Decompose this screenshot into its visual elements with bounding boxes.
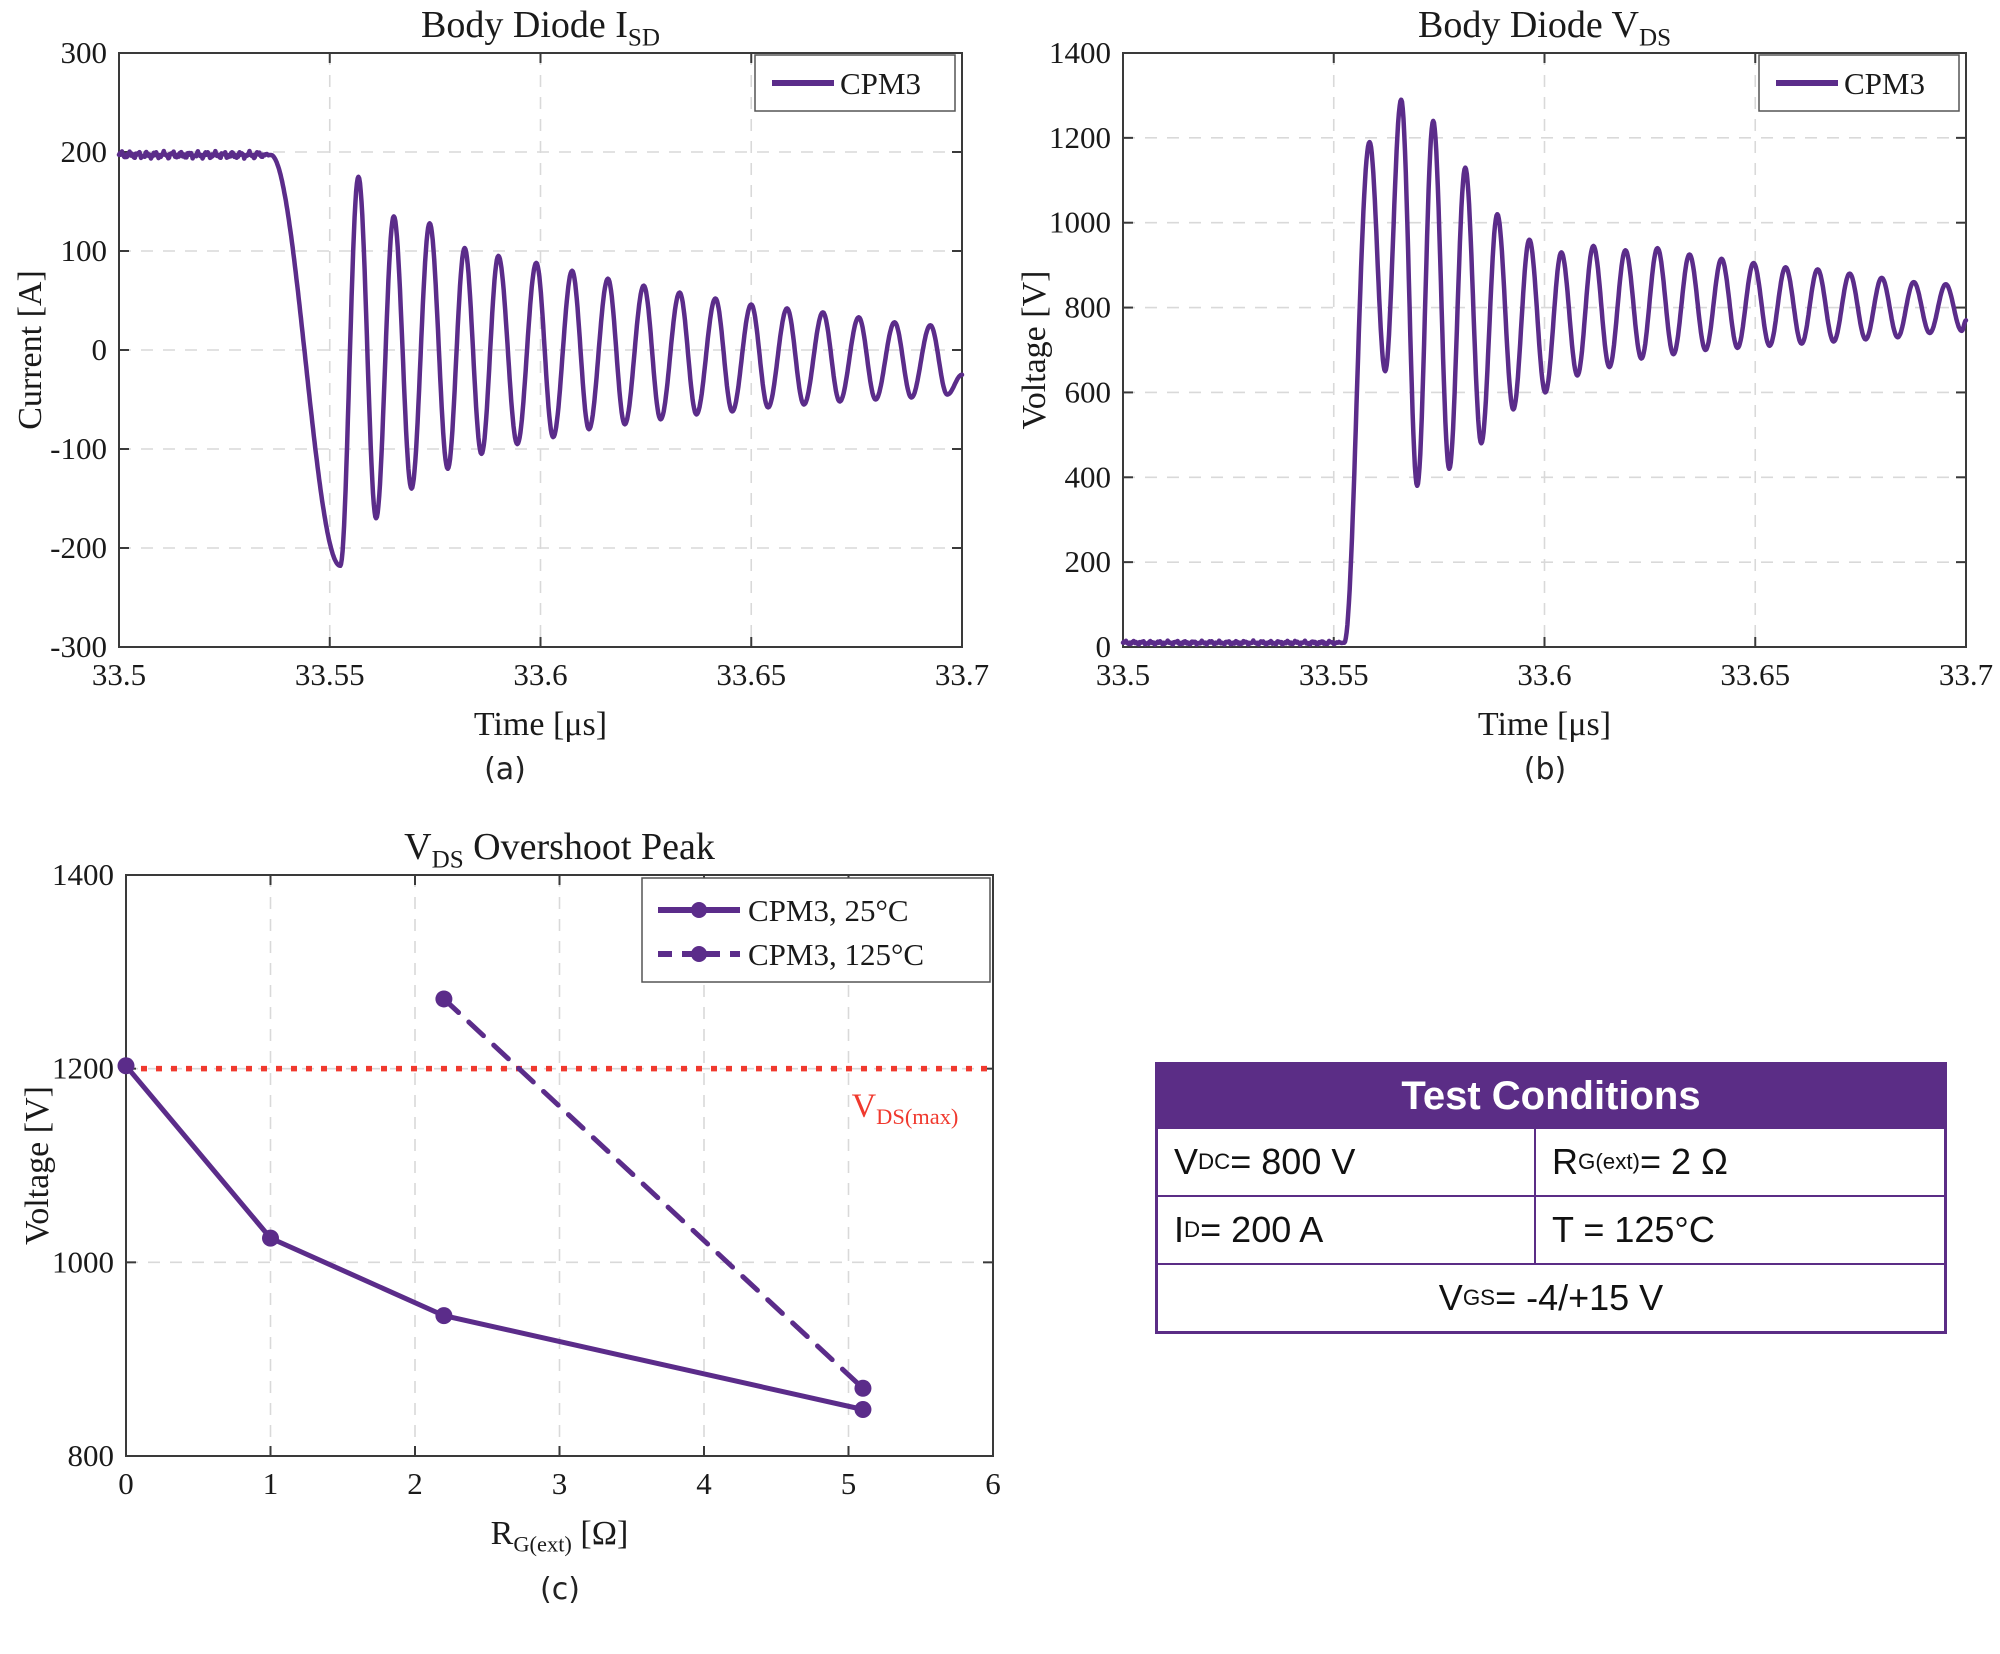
y-axis-label: Current [A] — [12, 270, 49, 430]
table-cell-vgs: V GS = -4/+15 V — [1158, 1263, 1944, 1331]
table-cell-temp: T = 125°C — [1552, 1209, 1715, 1250]
y-tick-label: 200 — [61, 134, 108, 169]
x-tick-label: 2 — [407, 1466, 423, 1501]
data-point-marker — [435, 990, 453, 1008]
legend-label: CPM3 — [1844, 66, 1925, 101]
y-tick-label: -200 — [50, 530, 107, 565]
y-tick-label: 600 — [1065, 374, 1112, 409]
x-tick-label: 33.6 — [513, 657, 567, 692]
table-cell-vdc: V DC = 800 V — [1158, 1129, 1536, 1195]
x-tick-label: 4 — [696, 1466, 712, 1501]
legend: CPM3 — [754, 54, 956, 112]
legend: CPM3, 25°C CPM3, 125°C — [641, 877, 991, 983]
x-tick-label: 33.55 — [1299, 657, 1369, 692]
y-tick-label: 0 — [92, 332, 108, 367]
x-tick-label: 0 — [118, 1466, 134, 1501]
test-conditions-table: Test Conditions V DC = 800 V R G(ext) = 2 … — [1155, 1062, 1947, 1334]
x-tick-label: 33.5 — [92, 657, 146, 692]
legend-label: CPM3, 25°C — [748, 893, 909, 928]
series-line-0 — [123, 1063, 866, 1412]
caption-c: (c) — [540, 1572, 580, 1607]
x-tick-label: 33.65 — [1720, 657, 1790, 692]
legend: CPM3 — [1758, 54, 1960, 112]
x-axis-label: Time [μs] — [474, 706, 607, 743]
y-tick-label: 1000 — [1049, 205, 1111, 240]
table-cell-rgext: R G(ext) = 2 Ω — [1552, 1141, 1728, 1182]
waveform-path — [1120, 97, 1969, 647]
body-diode-vds-chart: 33.5 33.55 33.6 33.65 33.7 0 200 400 600 800 1000 1… — [1016, 4, 1993, 743]
x-axis-label: Time [μs] — [1478, 706, 1611, 743]
x-axis-label: RG(ext) [Ω] — [491, 1515, 629, 1556]
y-tick-label: 100 — [61, 233, 108, 268]
caption-b: (b) — [1523, 752, 1567, 787]
y-tick-label: 1200 — [52, 1051, 114, 1086]
y-tick-label: -300 — [50, 629, 107, 664]
x-tick-label: 33.65 — [716, 657, 786, 692]
y-axis-label: Voltage [V] — [1016, 271, 1053, 430]
x-tick-label: 6 — [985, 1466, 1001, 1501]
y-tick-label: 1000 — [52, 1244, 114, 1279]
legend-box — [641, 877, 991, 983]
x-tick-label: 33.7 — [935, 657, 989, 692]
y-tick-label: 300 — [61, 35, 108, 70]
legend-label: CPM3, 125°C — [748, 937, 924, 972]
legend-label: CPM3 — [840, 66, 921, 101]
chart-title: VDS Overshoot Peak — [404, 830, 715, 873]
y-tick-label: 800 — [68, 1438, 115, 1473]
x-tick-label: 33.55 — [295, 657, 365, 692]
data-point-marker — [117, 1057, 135, 1075]
table-row: V DC = 800 V R G(ext) = 2 Ω — [1158, 1127, 1944, 1195]
x-tick-label: 3 — [552, 1466, 568, 1501]
waveform-path — [116, 148, 965, 569]
data-point-marker — [854, 1379, 872, 1397]
y-axis-label: Voltage [V] — [19, 1086, 56, 1245]
x-tick-label: 1 — [263, 1466, 279, 1501]
body-diode-isd-chart: 33.5 33.55 33.6 33.65 33.7 -300 -200 -100 0 100 20… — [12, 4, 989, 743]
vds-overshoot-peak-chart: 0 1 2 3 4 5 6 800 1000 1200 1400 VDS Overshoot Peak… — [19, 830, 1001, 1556]
data-point-marker — [854, 1401, 872, 1419]
y-tick-label: 200 — [1065, 544, 1112, 579]
y-tick-label: -100 — [50, 431, 107, 466]
y-tick-label: 800 — [1065, 290, 1112, 325]
y-tick-label: 400 — [1065, 459, 1112, 494]
data-point-marker — [435, 1307, 453, 1325]
limit-line-label: VDS(max) — [852, 1088, 959, 1129]
y-tick-label: 1400 — [1049, 35, 1111, 70]
y-tick-label: 1200 — [1049, 120, 1111, 155]
x-tick-label: 33.5 — [1096, 657, 1150, 692]
legend-marker-sample — [691, 902, 707, 918]
data-point-marker — [262, 1229, 279, 1247]
caption-a: (a) — [484, 752, 526, 787]
table-title: Test Conditions — [1158, 1065, 1944, 1127]
legend-marker-sample — [691, 946, 707, 962]
series-line-1 — [441, 996, 866, 1391]
chart-title: Body Diode ISD — [421, 4, 660, 51]
x-tick-label: 33.6 — [1517, 657, 1571, 692]
chart-title: Body Diode VDS — [1418, 4, 1671, 51]
x-tick-label: 33.7 — [1939, 657, 1993, 692]
x-tick-label: 5 — [841, 1466, 857, 1501]
y-tick-label: 1400 — [52, 857, 114, 892]
y-tick-label: 0 — [1096, 629, 1112, 664]
